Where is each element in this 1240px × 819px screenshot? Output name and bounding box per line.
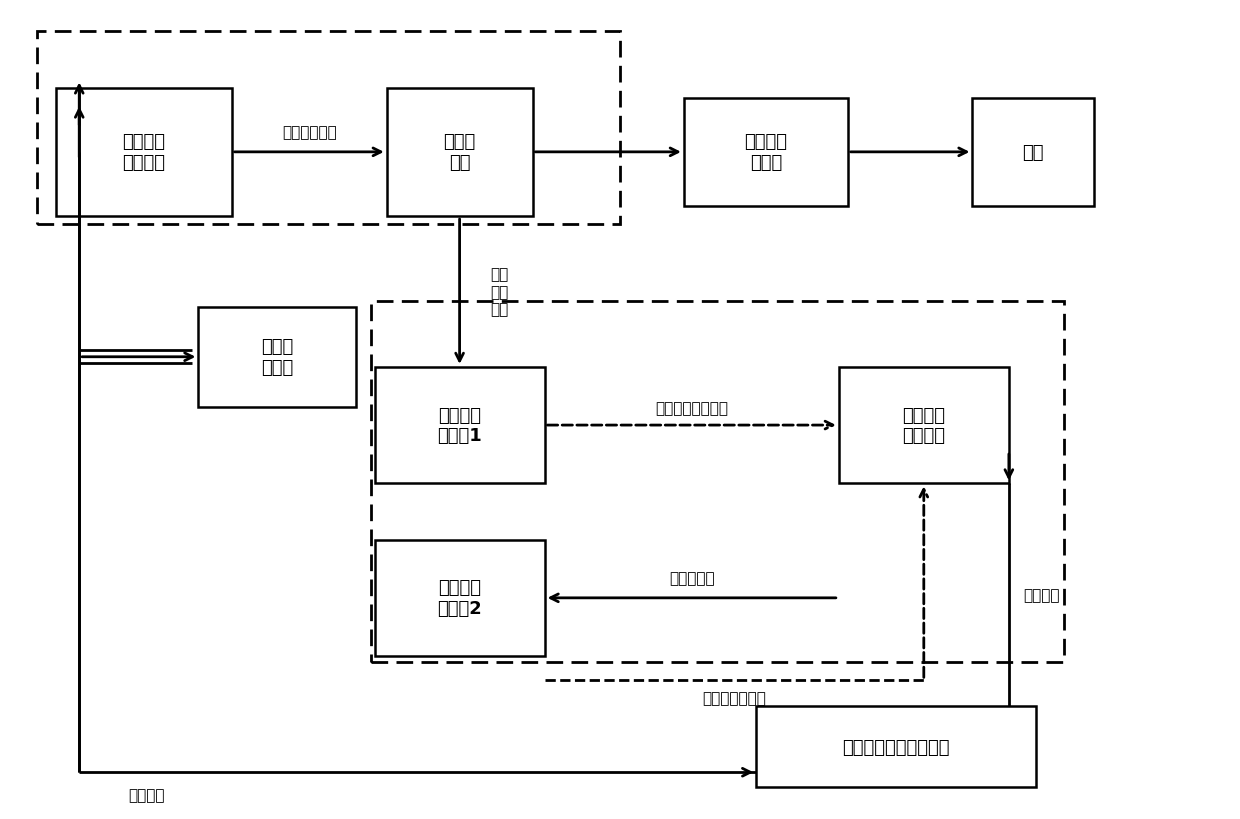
Text: 热电偶功
率探头1: 热电偶功 率探头1 — [438, 406, 482, 445]
Text: 负载: 负载 — [1023, 143, 1044, 161]
Text: 双通道微
波功率计: 双通道微 波功率计 — [903, 406, 945, 445]
Text: 程控总线: 程控总线 — [1023, 587, 1060, 603]
Text: 主控计算机（含软件）: 主控计算机（含软件） — [842, 738, 950, 756]
Text: 热电偶功
率探头2: 热电偶功 率探头2 — [438, 579, 482, 618]
Bar — [838, 368, 1009, 484]
Text: 测量待测射频信号: 测量待测射频信号 — [655, 400, 728, 415]
Text: 测量校准源信号: 测量校准源信号 — [702, 690, 766, 705]
Text: 程控总线: 程控总线 — [128, 787, 165, 802]
Bar — [198, 307, 356, 408]
Bar — [371, 301, 1064, 663]
Bar — [56, 88, 232, 217]
Bar — [683, 98, 848, 207]
Bar — [972, 98, 1094, 207]
Text: 校准源信号: 校准源信号 — [668, 571, 714, 586]
Bar — [387, 88, 532, 217]
Bar — [37, 32, 620, 225]
Text: 待测射频
激励单元: 待测射频 激励单元 — [123, 133, 165, 172]
Text: 定向耦
合器: 定向耦 合器 — [444, 133, 476, 172]
Bar — [374, 540, 544, 656]
Text: （功率）
衰减器: （功率） 衰减器 — [744, 133, 787, 172]
Text: 待测射频信号: 待测射频信号 — [281, 125, 336, 140]
Bar — [756, 707, 1035, 787]
Text: 待测
射频
信号: 待测 射频 信号 — [490, 267, 508, 317]
Text: 温湿度
传感器: 温湿度 传感器 — [262, 338, 294, 377]
Bar — [374, 368, 544, 484]
